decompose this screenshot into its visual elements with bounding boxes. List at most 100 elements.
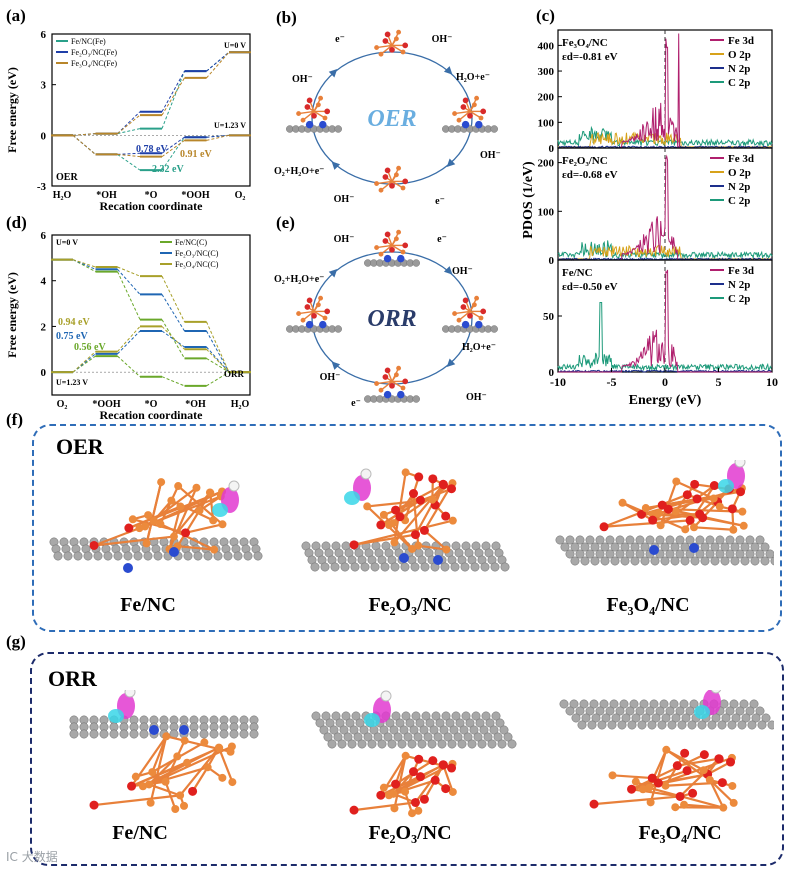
oxygen-atom (349, 540, 359, 550)
legend-entry: O 2p (728, 167, 751, 179)
bond (658, 773, 708, 785)
carbon-atom (571, 713, 581, 723)
iron-atom (393, 172, 399, 178)
carbon-atom (123, 551, 133, 561)
carbon-atom (761, 713, 771, 723)
iron-atom (157, 478, 166, 487)
panel-label-d: (d) (6, 213, 27, 232)
oxygen-atom (181, 528, 191, 538)
carbon-atom (737, 720, 747, 730)
energy-connector (206, 51, 230, 72)
iron-atom (396, 229, 402, 235)
oxygen-atom (304, 304, 311, 310)
carbon-atom (401, 711, 411, 721)
oer-charge-density-structures (49, 460, 774, 573)
carbon-atom (355, 718, 365, 728)
carbon-atom (407, 739, 417, 749)
nitrogen-atom (475, 120, 483, 129)
oxygen-atom (682, 766, 692, 776)
energy-connector (206, 134, 230, 141)
y-tick-label: 200 (538, 92, 555, 104)
carbon-atom (637, 720, 647, 730)
energy-connector (117, 355, 141, 378)
y-tick-label: 4 (41, 276, 47, 288)
iron-atom (645, 783, 654, 792)
carbon-atom (621, 713, 631, 723)
iron-atom (401, 787, 410, 796)
oer-cycle-diagram: OER e⁻ OH⁻ OH⁻ H₂O+e⁻ O₂+H₂O+e⁻ OH⁻ OH⁻ e⁻ (274, 29, 501, 207)
oxygen-atom (306, 297, 313, 304)
iron-atom (452, 111, 458, 117)
carbon-atom (353, 732, 363, 742)
bond (709, 779, 735, 804)
legend-entry: Fe/NC(C) (175, 238, 207, 247)
carbon-atom (83, 551, 93, 561)
carbon-atom (334, 125, 342, 133)
carbon-atom (615, 549, 625, 559)
carbon-atom (310, 562, 320, 572)
energy-connector (161, 319, 185, 359)
bond (693, 526, 734, 531)
charge-depletion (212, 503, 228, 517)
iron-atom (655, 509, 664, 518)
carbon-atom (129, 729, 139, 739)
carbon-atom (765, 549, 774, 559)
oxygen-atom (599, 522, 609, 532)
energy-connector (72, 351, 96, 373)
carbon-atom (409, 725, 419, 735)
carbon-atom (671, 713, 681, 723)
iron-atom (656, 521, 665, 530)
carbon-atom (453, 732, 463, 742)
carbon-atom (390, 562, 400, 572)
carbon-atom (427, 739, 437, 749)
nitrogen-atom (397, 390, 405, 399)
pdos-d-band-center: εd=-0.50 eV (562, 281, 618, 293)
carbon-atom (471, 711, 481, 721)
orr-label-fenc: Fe/NC (112, 822, 168, 844)
carbon-atom (415, 718, 425, 728)
carbon-atom (619, 699, 629, 709)
carbon-atom (487, 739, 497, 749)
cycle-step-label: OH⁻ (480, 150, 501, 161)
carbon-atom (700, 542, 710, 552)
iron-atom (414, 541, 423, 550)
carbon-atom (479, 725, 489, 735)
carbon-atom (229, 729, 239, 739)
carbon-atom (397, 739, 407, 749)
carbon-atom (635, 535, 645, 545)
carbon-atom (591, 713, 601, 723)
catalyst-cluster (364, 365, 420, 403)
charge-depletion (344, 491, 360, 505)
iron-atom (608, 771, 617, 780)
oxygen-atom (304, 104, 311, 110)
carbon-atom (360, 562, 370, 572)
bond (621, 501, 654, 522)
x-axis-label: Energy (eV) (629, 393, 702, 408)
iron-atom (390, 538, 399, 547)
pdos-curve-o-2p (558, 244, 772, 260)
pdos-subplot-title: Fe₃O₄/NC (562, 37, 608, 49)
hydrogen-atom (360, 468, 372, 480)
carbon-atom (345, 718, 355, 728)
iron-atom (471, 302, 477, 308)
iron-atom (218, 773, 227, 782)
carbon-atom (420, 562, 430, 572)
legend-entry: Fe₂O₃/NC(Fe) (71, 48, 117, 57)
carbon-atom (615, 706, 625, 716)
oxygen-atom (627, 784, 637, 794)
carbon-atom (433, 732, 443, 742)
fe3o4-cluster (589, 745, 738, 812)
carbon-atom (565, 706, 575, 716)
iron-atom (363, 502, 372, 511)
iron-atom (195, 506, 204, 515)
carbon-atom (760, 556, 770, 566)
carbon-atom (739, 699, 749, 709)
carbon-atom (600, 542, 610, 552)
iron-atom (456, 117, 462, 123)
carbon-atom (193, 551, 203, 561)
bond (693, 501, 719, 529)
oxygen-atom (682, 490, 692, 500)
nitrogen-atom (169, 547, 179, 557)
iron-atom (408, 544, 417, 553)
